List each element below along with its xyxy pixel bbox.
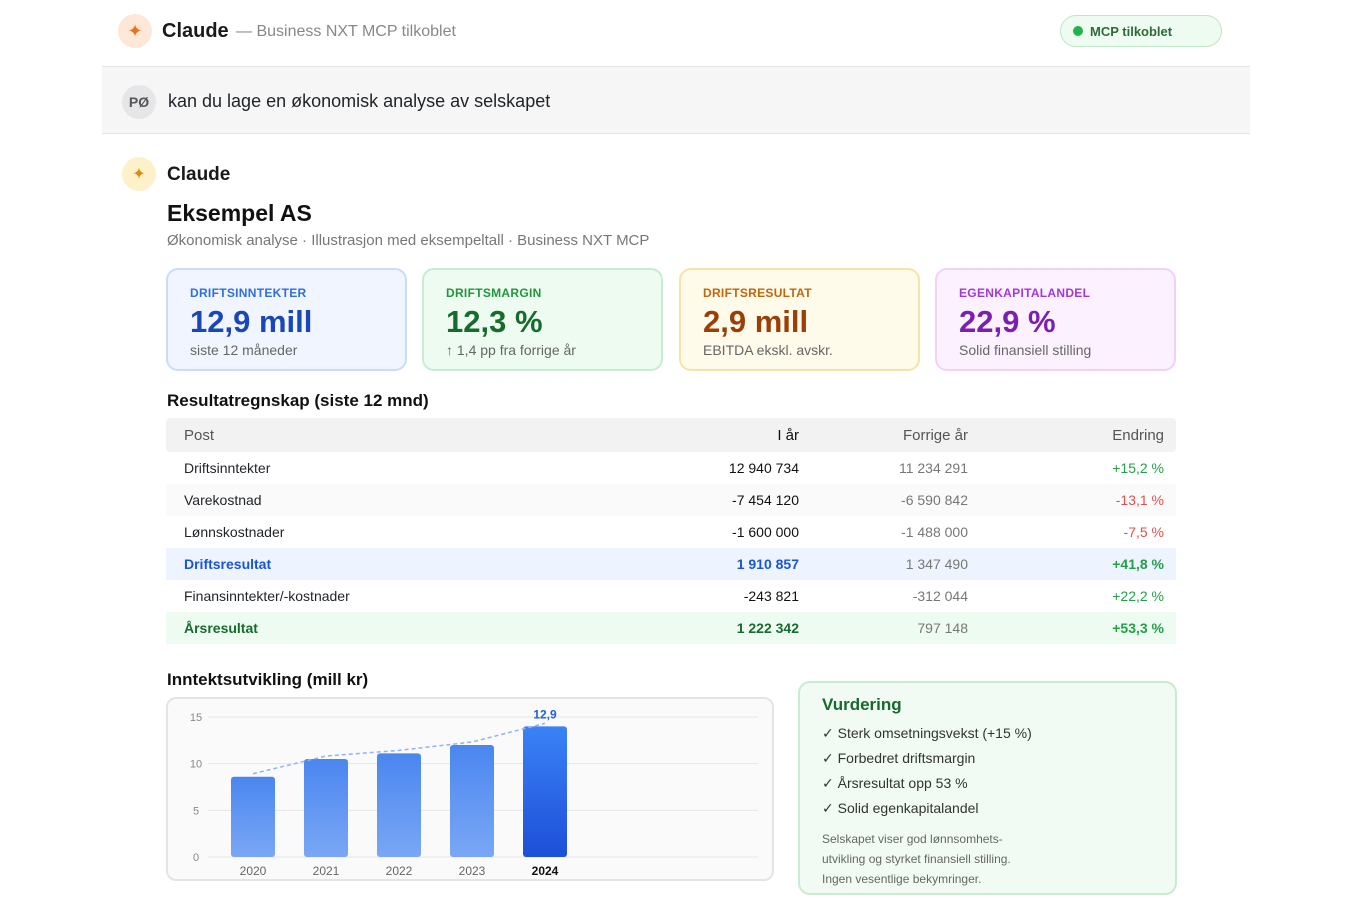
company-title: Eksempel AS xyxy=(167,200,312,226)
column-header: Forrige år xyxy=(902,426,968,444)
status-dot-icon xyxy=(1073,26,1083,36)
y-tick-label: 5 xyxy=(193,805,199,817)
table-row: Finansinntekter/-kostnader -243 821 -312… xyxy=(166,580,1176,612)
y-tick-label: 15 xyxy=(190,712,202,724)
assessment-item: ✓ Forbedret driftsmargin xyxy=(822,750,976,766)
kpi-card-margin: DRIFTSMARGIN 12,3 % ↑ 1,4 pp fra forrige… xyxy=(422,268,663,371)
assistant-name: Claude xyxy=(167,164,231,185)
x-tick-label: 2020 xyxy=(240,864,267,878)
kpi-value: 12,3 % xyxy=(446,304,543,339)
app-title: Claude xyxy=(162,20,229,42)
column-header: Endring xyxy=(1112,426,1164,444)
assessment-item: ✓ Årsresultat opp 53 % xyxy=(822,775,968,791)
change-value: -13,1 % xyxy=(1115,492,1164,508)
change-value: -7,5 % xyxy=(1123,524,1164,540)
kpi-note: siste 12 måneder xyxy=(190,342,298,358)
table-row: Driftsinntekter 12 940 734 11 234 291 +1… xyxy=(166,452,1176,484)
kpi-label: EGENKAPITALANDEL xyxy=(959,286,1091,300)
assessment-note: Selskapet viser god lønnsomhets- utvikli… xyxy=(822,829,1153,889)
chart-title: Inntektsutvikling (mill kr) xyxy=(167,670,369,689)
kpi-card-revenue: DRIFTSINNTEKTER 12,9 mill siste 12 måned… xyxy=(166,268,407,371)
table-header-row: Post I år Forrige år Endring xyxy=(166,418,1176,452)
company-subtitle: Økonomisk analyse · Illustrasjon med eks… xyxy=(167,232,650,249)
last-year-value: 797 148 xyxy=(917,620,968,636)
this-year-value: 12 940 734 xyxy=(728,460,799,476)
change-value: +53,3 % xyxy=(1112,620,1164,636)
kpi-value: 12,9 mill xyxy=(190,304,313,339)
table-row: Varekostnad -7 454 120 -6 590 842 -13,1 … xyxy=(166,484,1176,516)
column-header: I år xyxy=(777,426,799,444)
change-value: +22,2 % xyxy=(1112,588,1164,604)
assessment-box: Vurdering ✓ Sterk omsetningsvekst (+15 %… xyxy=(798,681,1177,895)
kpi-label: DRIFTSINNTEKTER xyxy=(190,286,307,300)
row-label: Årsresultat xyxy=(184,620,258,636)
data-label: 12,9 xyxy=(533,707,557,721)
income-statement-title: Resultatregnskap (siste 12 mnd) xyxy=(167,391,429,410)
this-year-value: -243 821 xyxy=(743,588,799,604)
revenue-chart-svg: 0 5 10 15 2020 2021 2022 2023 2024 12,9 xyxy=(190,707,758,878)
row-label: Driftsinntekter xyxy=(184,460,271,476)
row-label: Varekostnad xyxy=(184,492,262,508)
assessment-title: Vurdering xyxy=(822,695,902,714)
mcp-status-label: MCP tilkoblet xyxy=(1090,23,1173,39)
kpi-note: ↑ 1,4 pp fra forrige år xyxy=(446,342,576,358)
change-value: +41,8 % xyxy=(1112,556,1164,572)
avatar: PØ xyxy=(122,85,156,119)
user-message: PØ kan du lage en økonomisk analyse av s… xyxy=(102,67,1250,134)
assessment-note-line: Selskapet viser god lønnsomhets- xyxy=(822,832,1003,846)
x-tick-label: 2024 xyxy=(532,864,559,878)
row-label: Lønnskostnader xyxy=(184,524,285,540)
column-header: Post xyxy=(184,426,215,444)
kpi-label: DRIFTSRESULTAT xyxy=(703,286,812,300)
kpi-note: Solid finansiell stilling xyxy=(959,342,1092,358)
this-year-value: -1 600 000 xyxy=(732,524,799,540)
x-tick-label: 2022 xyxy=(386,864,413,878)
change-value: +15,2 % xyxy=(1112,460,1164,476)
last-year-value: -1 488 000 xyxy=(901,524,968,540)
this-year-value: 1 910 857 xyxy=(736,556,799,572)
row-label: Driftsresultat xyxy=(184,556,272,572)
kpi-note: EBITDA ekskl. avskr. xyxy=(703,342,833,358)
kpi-value: 2,9 mill xyxy=(703,304,809,339)
bar-2024 xyxy=(523,726,567,857)
x-tick-label: 2021 xyxy=(313,864,340,878)
table-row: Lønnskostnader -1 600 000 -1 488 000 -7,… xyxy=(166,516,1176,548)
last-year-value: 1 347 490 xyxy=(905,556,968,572)
revenue-chart: 0 5 10 15 2020 2021 2022 2023 2024 12,9 xyxy=(166,697,774,881)
kpi-card-equity-ratio: EGENKAPITALANDEL 22,9 % Solid finansiell… xyxy=(935,268,1176,371)
last-year-value: -6 590 842 xyxy=(901,492,968,508)
bar-2023 xyxy=(450,745,494,857)
connection-subtitle: — Business NXT MCP tilkoblet xyxy=(236,23,456,40)
trend-line xyxy=(252,722,546,775)
assessment-note-line: Ingen vesentlige bekymringer. xyxy=(822,872,982,886)
bar-2021 xyxy=(304,759,348,857)
table-row-net-result: Årsresultat 1 222 342 797 148 +53,3 % xyxy=(166,612,1176,644)
income-statement-table: Post I år Forrige år Endring Driftsinnte… xyxy=(166,418,1176,644)
this-year-value: -7 454 120 xyxy=(732,492,799,508)
kpi-card-operating-result: DRIFTSRESULTAT 2,9 mill EBITDA ekskl. av… xyxy=(679,268,920,371)
sparkle-icon: ✦ xyxy=(122,157,156,191)
assessment-note-line: utvikling og styrket finansiell stilling… xyxy=(822,852,1011,866)
last-year-value: -312 044 xyxy=(912,588,968,604)
mcp-status-badge[interactable]: MCP tilkoblet xyxy=(1060,15,1222,47)
row-label: Finansinntekter/-kostnader xyxy=(184,588,350,604)
user-message-text: kan du lage en økonomisk analyse av sels… xyxy=(168,91,551,111)
bar-2022 xyxy=(377,753,421,857)
assessment-item: ✓ Solid egenkapitalandel xyxy=(822,800,979,816)
last-year-value: 11 234 291 xyxy=(898,460,968,476)
app-header: ✦ Claude — Business NXT MCP tilkoblet MC… xyxy=(102,0,1250,67)
kpi-label: DRIFTSMARGIN xyxy=(446,286,542,300)
this-year-value: 1 222 342 xyxy=(736,620,799,636)
sparkle-icon: ✦ xyxy=(118,14,152,48)
table-row-operating-result: Driftsresultat 1 910 857 1 347 490 +41,8… xyxy=(166,548,1176,580)
kpi-value: 22,9 % xyxy=(959,304,1056,339)
bar-2020 xyxy=(231,776,275,857)
x-tick-label: 2023 xyxy=(459,864,486,878)
assessment-item: ✓ Sterk omsetningsvekst (+15 %) xyxy=(822,725,1032,741)
y-tick-label: 0 xyxy=(193,852,199,864)
y-tick-label: 10 xyxy=(190,759,202,771)
